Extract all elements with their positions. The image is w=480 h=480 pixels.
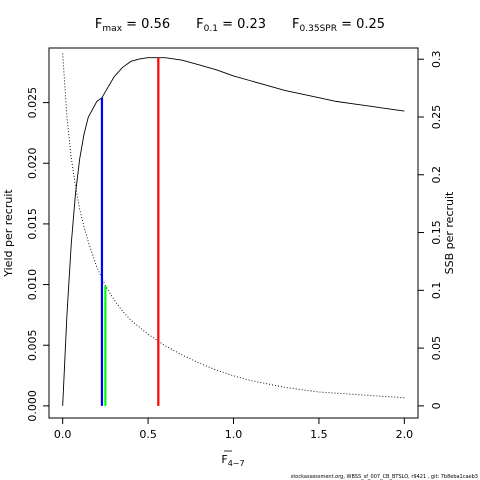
y-right-tick-label: 0.15 — [430, 220, 443, 245]
footer-note: stockassessment.org, WBSS_sf_007_CB_BTSL… — [291, 474, 478, 480]
title-term: F — [95, 17, 102, 32]
x-axis-title: F4−7 — [221, 453, 244, 468]
y-right-tick-label: 0.1 — [430, 282, 443, 300]
y-left-axis: 0.000 0.005 0.010 0.015 0.020 0.025 — [26, 87, 49, 422]
y-right-tick-label: 0.25 — [430, 105, 443, 130]
y-left-tick-label: 0.000 — [26, 390, 39, 422]
y-right-axis: 0 0.05 0.1 0.15 0.2 0.25 0.3 — [418, 50, 443, 409]
series-layer — [62, 53, 405, 406]
title-term: F — [266, 17, 299, 32]
y-right-axis-title: SSB per recruit — [443, 191, 456, 274]
title-subscript: 0.35SPR — [300, 24, 337, 34]
y-left-tick-label: 0.025 — [26, 87, 39, 119]
x-tick-label: 0.5 — [139, 428, 157, 441]
x-tick-label: 2.0 — [396, 428, 414, 441]
y-right-tick-label: 0 — [430, 402, 443, 409]
chart-title: Fmax = 0.56 F0.1 = 0.23 F0.35SPR = 0.25 — [95, 17, 385, 34]
ssb-per-recruit-line — [62, 53, 405, 399]
y-left-tick-label: 0.005 — [26, 329, 39, 361]
x-tick-label: 1.0 — [225, 428, 243, 441]
y-right-tick-label: 0.2 — [430, 166, 443, 184]
title-value: = 0.56 — [122, 17, 170, 32]
title-subscript: max — [102, 24, 122, 34]
yield-per-recruit-line — [62, 57, 405, 406]
x-axis: 0.0 0.5 1.0 1.5 2.0 — [54, 418, 413, 441]
title-value: = 0.25 — [337, 17, 385, 32]
title-value: = 0.23 — [218, 17, 266, 32]
x-axis-title-subscript: 4−7 — [228, 459, 245, 468]
title-term: F — [170, 17, 203, 32]
x-axis-title-main: F — [221, 453, 227, 466]
x-tick-label: 1.5 — [310, 428, 328, 441]
y-right-tick-label: 0.3 — [430, 50, 443, 68]
x-tick-label: 0.0 — [54, 428, 72, 441]
y-right-tick-label: 0.05 — [430, 336, 443, 361]
title-subscript: 0.1 — [204, 24, 218, 34]
y-left-tick-label: 0.010 — [26, 269, 39, 301]
y-left-axis-title: Yield per recruit — [2, 189, 15, 278]
y-left-tick-label: 0.015 — [26, 208, 39, 240]
reference-lines — [100, 57, 160, 406]
y-left-tick-label: 0.020 — [26, 147, 39, 179]
